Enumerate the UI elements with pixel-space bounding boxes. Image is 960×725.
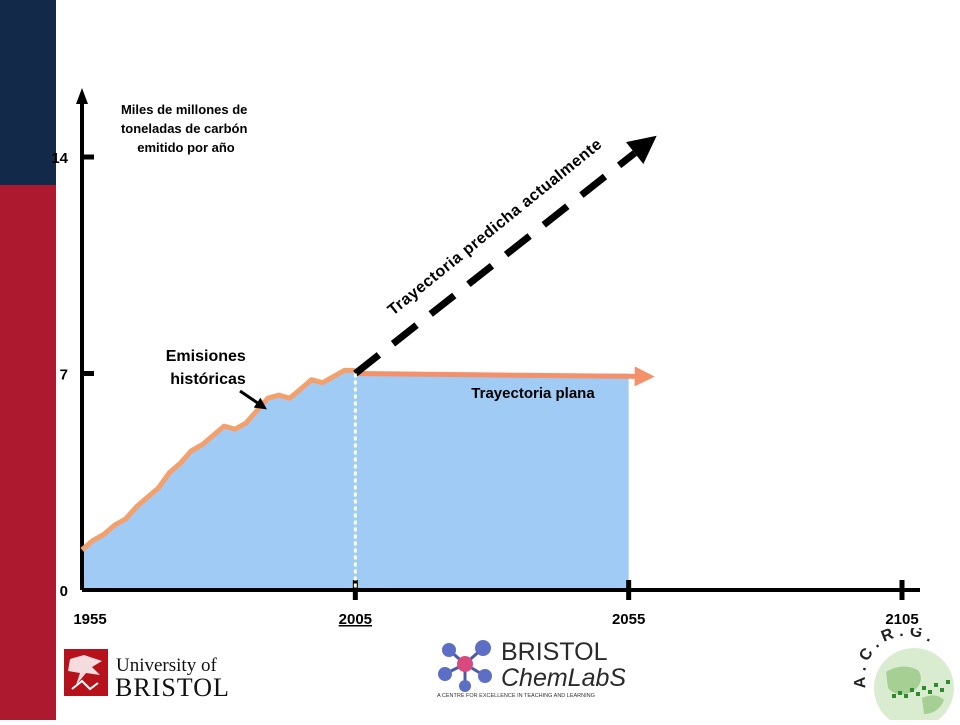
chemlabs-logo-line-1: BRISTOL [501,638,608,666]
university-logo-line-2: BRISTOL [115,673,230,700]
molecule-icon [438,640,492,692]
x-tick-label-1955: 1955 [73,611,106,628]
flat-trajectory-area [355,373,629,590]
predicted-trajectory-line [353,150,637,377]
chemlabs-tagline: A CENTRE FOR EXCELLENCE IN TEACHING AND … [437,693,595,699]
historical-emissions-label: Emisiones históricas [166,348,250,388]
y-axis-label-line-3: emitido por año [137,140,235,155]
bristol-chemlabs-logo: BRISTOL ChemLabS A CENTRE FOR EXCELLENCE… [435,636,626,700]
historical-emissions-area [82,370,356,590]
y-axis-label: Miles de millones de toneladas de carbón… [121,102,251,155]
x-tick-label-2055: 2055 [612,611,645,628]
university-logo-line-1: University of [116,655,217,676]
y-tick-label-0: 0 [60,583,68,600]
predicted-trajectory-label: Trayectoria predicha actualmente [385,136,606,319]
slide-accent-top [0,0,56,185]
chemlabs-logo-line-2: ChemLabS [501,664,625,692]
historical-label-line-1: Emisiones [166,348,246,365]
predicted-trajectory-arrowhead [626,135,657,165]
y-tick-label-14: 14 [51,150,68,167]
x-tick-label-2105: 2105 [885,611,918,628]
historical-label-line-2: históricas [170,371,246,388]
university-of-bristol-logo: University of BRISTOL [62,645,237,702]
historical-label-pointer [239,389,267,410]
y-axis-label-line-1: Miles de millones de [121,102,247,117]
acrg-logo: A.C.R.G. [851,622,956,725]
acrg-data-dots [892,680,950,698]
slide-accent-bottom [0,185,56,720]
historical-emissions-line [80,367,356,552]
acrg-logo-graphic: A.C.R.G. [851,622,954,725]
university-logo-graphic: University of BRISTOL [64,649,230,702]
y-axis-arrow [76,88,88,104]
chemlabs-logo-graphic: BRISTOL ChemLabS A CENTRE FOR EXCELLENCE… [437,638,626,699]
x-tick-label-2005: 2005 [339,611,372,628]
y-tick-label-7: 7 [60,367,68,384]
y-axis-label-line-2: toneladas de carbón [121,121,247,136]
flat-trajectory-label: Trayectoria plana [471,385,595,402]
flat-trajectory-line [355,366,655,387]
